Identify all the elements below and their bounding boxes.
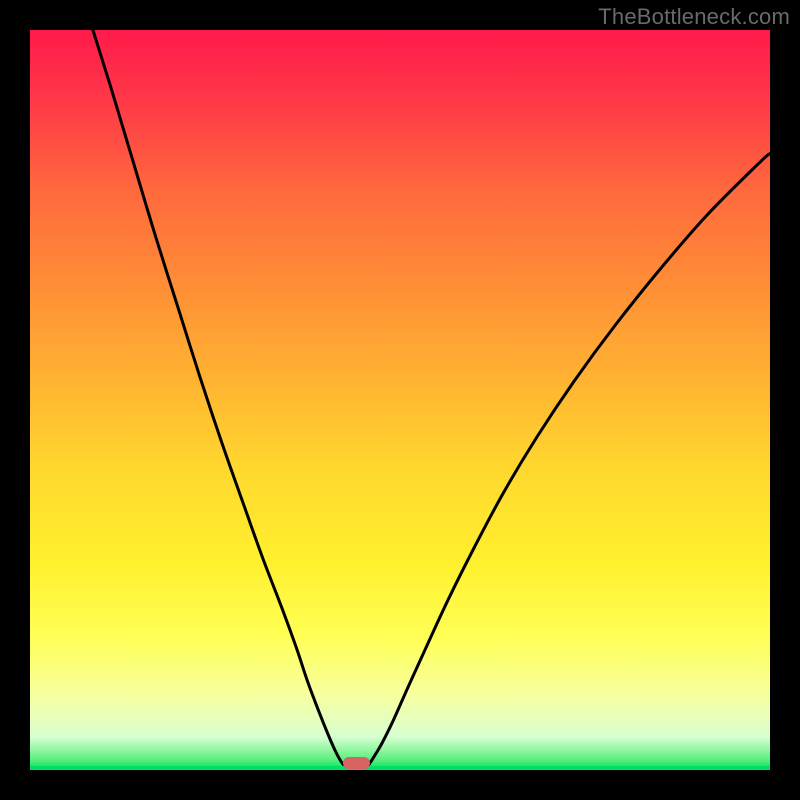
baseline-green-line: [30, 766, 770, 770]
bottleneck-curve: [30, 30, 770, 770]
plot-area: [30, 30, 770, 770]
watermark: TheBottleneck.com: [598, 4, 790, 30]
optimum-marker: [343, 757, 370, 769]
